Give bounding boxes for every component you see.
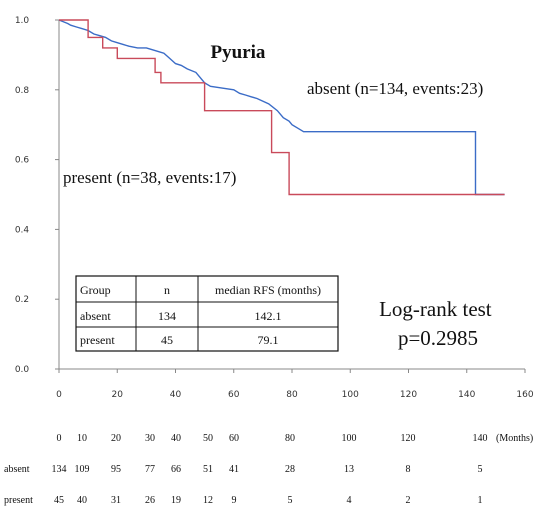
series-label-present: present (n=38, events:17) [63, 168, 236, 187]
risk-count: 19 [171, 495, 181, 506]
risk-count: 5 [288, 495, 293, 506]
survival-curves [58, 19, 505, 196]
risk-count: 51 [203, 464, 213, 475]
summary-cell-absent-group: absent [80, 309, 111, 323]
risk-count: 8 [406, 464, 411, 475]
y-tick-label: 0.0 [15, 365, 30, 375]
summary-cell-absent-median: 142.1 [255, 309, 282, 323]
y-tick-label: 0.8 [15, 86, 30, 96]
summary-cell-present-n: 45 [161, 333, 173, 347]
x-tick-label: 100 [342, 390, 359, 400]
risk-time-point: 100 [342, 433, 357, 444]
risk-count: 1 [478, 495, 483, 506]
summary-header-n: n [164, 283, 170, 297]
survival-curve-absent [58, 19, 505, 196]
chart-title: Pyuria [211, 42, 266, 63]
risk-time-point: 80 [285, 433, 295, 444]
y-tick-label: 1.0 [15, 16, 30, 26]
risk-count: 95 [111, 464, 121, 475]
summary-cell-present-group: present [80, 333, 115, 347]
risk-time-point: 30 [145, 433, 155, 444]
y-tick-label: 0.4 [15, 225, 30, 235]
summary-table: Group n median RFS (months) absent 134 1… [75, 275, 339, 352]
risk-count: 9 [232, 495, 237, 506]
x-tick-label: 40 [170, 390, 182, 400]
summary-header-median: median RFS (months) [215, 283, 321, 297]
risk-time-point: 50 [203, 433, 213, 444]
risk-time-point: 10 [77, 433, 87, 444]
risk-count: 77 [145, 464, 155, 475]
risk-count: 2 [406, 495, 411, 506]
summary-header-group: Group [80, 283, 111, 297]
risk-time-point: 20 [111, 433, 121, 444]
summary-cell-present-median: 79.1 [258, 333, 279, 347]
risk-count: 26 [145, 495, 155, 506]
risk-time-point: 140 [473, 433, 488, 444]
risk-time-point: 120 [401, 433, 416, 444]
risk-count: 40 [77, 495, 87, 506]
risk-count: 66 [171, 464, 181, 475]
risk-row-label: present [4, 495, 33, 506]
series-label-absent: absent (n=134, events:23) [307, 79, 483, 98]
x-tick-label: 80 [286, 390, 298, 400]
risk-time-point: 0 [57, 433, 62, 444]
risk-count: 12 [203, 495, 213, 506]
risk-count: 109 [75, 464, 90, 475]
summary-cell-absent-n: 134 [158, 309, 176, 323]
y-tick-label: 0.2 [15, 295, 29, 305]
x-tick-label: 20 [112, 390, 124, 400]
logrank-annotation: Log-rank test p=0.2985 [379, 297, 497, 350]
risk-time-unit: (Months) [496, 433, 533, 444]
x-tick-label: 0 [56, 390, 62, 400]
chart-axes: 0.0 0.2 0.4 0.6 0.8 1.0 0 20 40 60 80 100 120 140 160 [15, 16, 534, 400]
risk-count: 4 [347, 495, 352, 506]
number-at-risk-table: 0 10 20 30 40 50 60 80 100 120 140 (Months)absent 13… [4, 433, 533, 506]
x-tick-label: 120 [400, 390, 417, 400]
risk-time-point: 60 [229, 433, 239, 444]
risk-row-label: absent [4, 464, 30, 475]
risk-count: 31 [111, 495, 121, 506]
logrank-test-label: Log-rank test [379, 297, 492, 321]
x-tick-label: 160 [516, 390, 533, 400]
y-tick-label: 0.6 [15, 156, 30, 166]
logrank-p-value: p=0.2985 [398, 326, 478, 350]
risk-count: 13 [344, 464, 354, 475]
risk-count: 5 [478, 464, 483, 475]
risk-count: 28 [285, 464, 295, 475]
x-tick-label: 60 [228, 390, 240, 400]
risk-count: 41 [229, 464, 239, 475]
risk-count: 45 [54, 495, 64, 506]
survival-curve-present [59, 19, 505, 196]
risk-time-point: 40 [171, 433, 181, 444]
risk-count: 134 [52, 464, 67, 475]
x-tick-label: 140 [458, 390, 475, 400]
